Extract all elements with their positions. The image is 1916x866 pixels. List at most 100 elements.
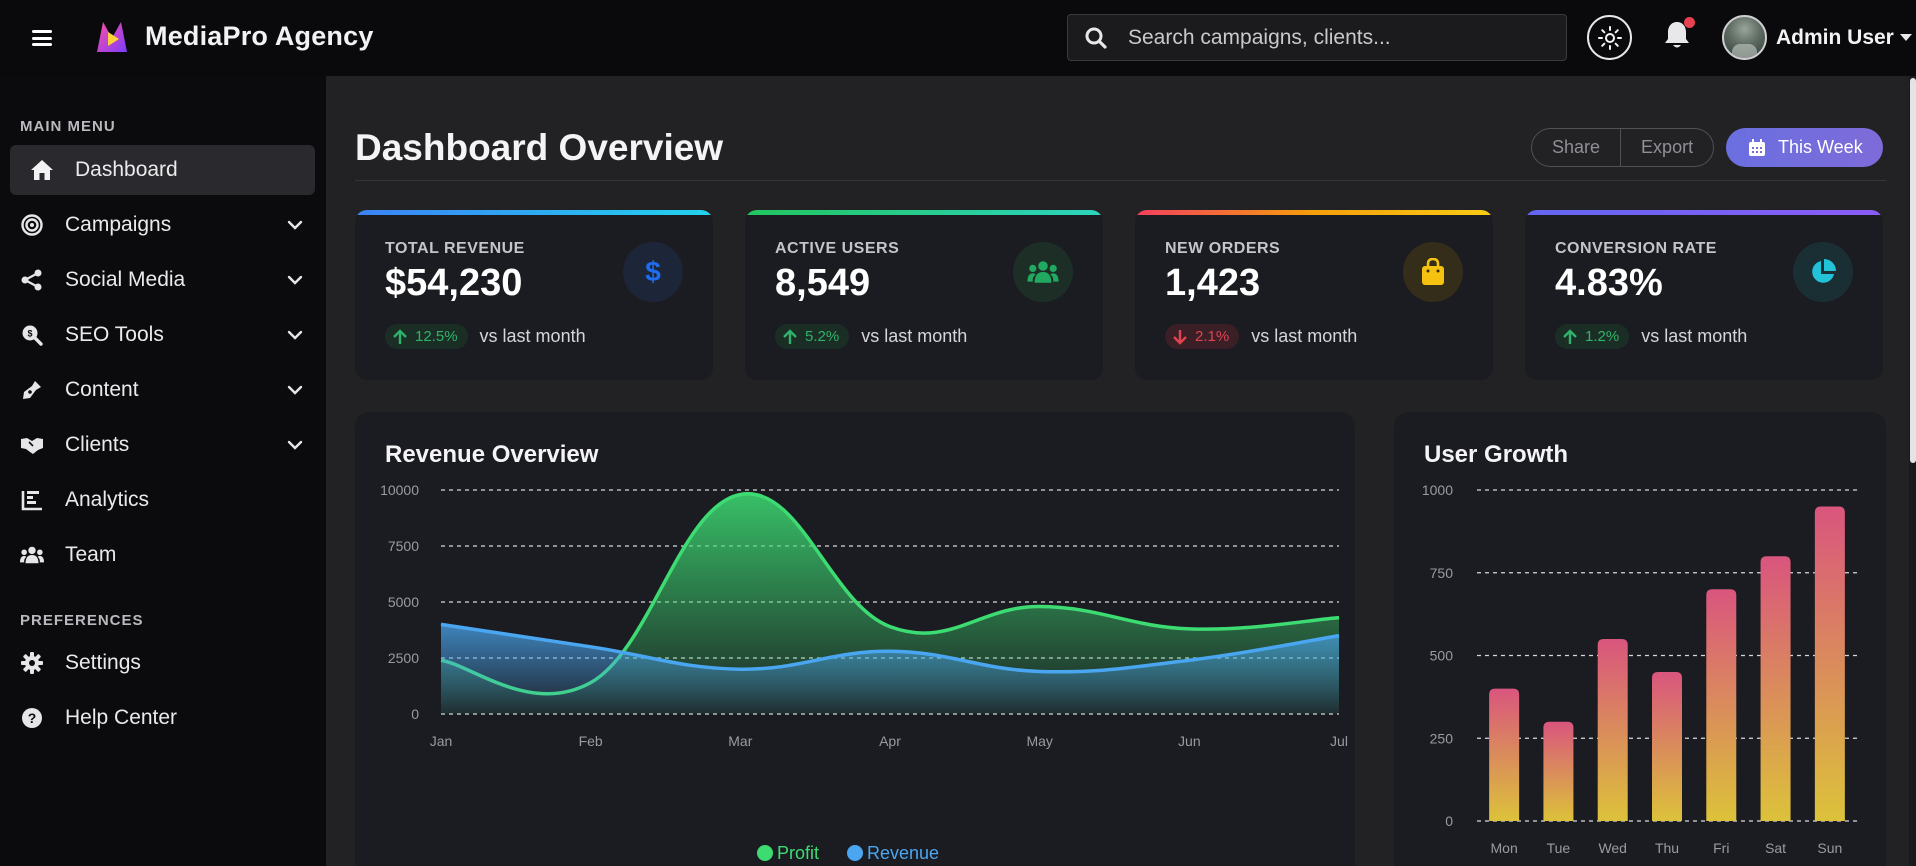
question-circle-icon: ? <box>20 707 44 729</box>
top-bar: MediaPro Agency Admin <box>0 0 1916 76</box>
trend-badge: 5.2% <box>775 324 850 349</box>
trend-compare: vs last month <box>861 326 968 346</box>
sidebar-item-dashboard[interactable]: Dashboard <box>10 145 315 195</box>
x-tick-label: Sun <box>1817 840 1842 856</box>
chevron-down-icon[interactable] <box>287 217 303 233</box>
search-dollar-icon: $ <box>20 324 44 346</box>
panel-title: User Growth <box>1424 441 1569 468</box>
trend-badge: 12.5% <box>385 324 468 349</box>
y-tick-label: 750 <box>1430 565 1454 581</box>
brand-name[interactable]: MediaPro Agency <box>145 21 374 51</box>
calendar-icon <box>1749 138 1765 156</box>
brand-logo[interactable] <box>95 20 129 54</box>
chevron-down-icon[interactable] <box>287 382 303 398</box>
user-menu[interactable]: Admin User <box>1722 15 1912 60</box>
period-label[interactable]: This Week <box>1778 137 1863 157</box>
scrollbar[interactable] <box>1909 76 1916 866</box>
chevron-down-icon[interactable] <box>287 327 303 343</box>
search-icon[interactable] <box>1068 14 1124 61</box>
stat-card-conversion: CONVERSION RATE 4.83% 1.2% vs last month <box>1525 210 1883 380</box>
trend-badge: 1.2% <box>1555 324 1630 349</box>
legend-marker <box>757 845 773 861</box>
bar <box>1706 589 1737 821</box>
sidebar-item-label: Team <box>65 543 117 566</box>
svg-text:$: $ <box>27 329 32 339</box>
x-tick-label: Fri <box>1713 840 1729 856</box>
stat-trend: 5.2% vs last month <box>775 324 967 349</box>
sidebar-item-social-media[interactable]: Social Media <box>10 255 315 305</box>
legend-label: Profit <box>777 843 819 863</box>
action-button-group: Share Export <box>1531 128 1715 167</box>
share-icon <box>20 269 44 291</box>
x-tick-label: Thu <box>1655 840 1679 856</box>
legend-label: Revenue <box>867 843 939 863</box>
sidebar-item-help-center[interactable]: ? Help Center <box>10 693 315 743</box>
arrow-up-icon <box>1563 328 1577 344</box>
trend-value: 2.1% <box>1195 328 1230 345</box>
series-area-revenue <box>441 624 1339 714</box>
bar <box>1814 506 1845 821</box>
arrow-up-icon <box>393 328 407 344</box>
y-tick-label: 10000 <box>380 482 419 498</box>
pen-nib-icon <box>20 379 44 401</box>
user-name[interactable]: Admin User <box>1776 25 1894 49</box>
sidebar-item-analytics[interactable]: Analytics <box>10 475 315 525</box>
stat-trend: 2.1% vs last month <box>1165 324 1357 349</box>
trend-compare: vs last month <box>1251 326 1358 346</box>
arrow-up-icon <box>783 328 797 344</box>
sidebar-item-label: Analytics <box>65 488 150 511</box>
bar <box>1543 721 1574 821</box>
avatar[interactable] <box>1722 15 1767 60</box>
theme-toggle-button[interactable] <box>1587 15 1632 60</box>
sidebar-item-campaigns[interactable]: Campaigns <box>10 200 315 250</box>
export-button[interactable]: Export <box>1620 129 1713 166</box>
x-tick-label: Jan <box>430 733 453 749</box>
x-tick-label: Feb <box>579 733 603 749</box>
sun-icon <box>1597 25 1622 50</box>
chevron-down-icon[interactable] <box>287 437 303 453</box>
users-icon <box>1013 242 1073 302</box>
x-tick-label: Jun <box>1178 733 1201 749</box>
bullseye-icon <box>20 214 44 236</box>
caret-down-icon[interactable] <box>1899 34 1912 41</box>
stat-value: 1,423 <box>1165 262 1261 304</box>
user-growth-panel: User Growth 0 250 500 750 1000 Mon Tue Wed Thu Fr… <box>1394 412 1886 866</box>
sidebar-section-preferences: PREFERENCES <box>20 612 144 629</box>
gear-icon <box>20 652 44 674</box>
share-button[interactable]: Share <box>1552 137 1601 157</box>
arrow-down-icon <box>1173 329 1187 345</box>
period-select-button[interactable]: This Week <box>1726 128 1883 167</box>
search-input[interactable] <box>1128 25 1548 50</box>
series-line-revenue <box>440 622 1340 674</box>
card-accent-bar <box>1135 210 1493 215</box>
sidebar-item-team[interactable]: Team <box>10 530 315 580</box>
search-box[interactable] <box>1067 14 1567 61</box>
sidebar-item-clients[interactable]: Clients <box>10 420 315 470</box>
trend-compare: vs last month <box>1641 326 1748 346</box>
dollar-icon: $ <box>623 242 683 302</box>
stat-label: ACTIVE USERS <box>775 240 900 257</box>
handshake-icon <box>20 434 44 456</box>
sidebar-item-label: Campaigns <box>65 213 172 236</box>
sidebar: MAIN MENU Dashboard Campaigns Social Med… <box>0 76 326 866</box>
sidebar-item-content[interactable]: Content <box>10 365 315 415</box>
menu-toggle-icon[interactable] <box>32 27 52 49</box>
series-area-profit <box>441 493 1339 714</box>
sidebar-item-label: Help Center <box>65 706 178 729</box>
trend-badge: 2.1% <box>1165 324 1240 349</box>
chevron-down-icon[interactable] <box>287 272 303 288</box>
scrollbar-thumb[interactable] <box>1910 78 1916 463</box>
legend-marker <box>847 845 863 861</box>
stat-label: TOTAL REVENUE <box>385 240 525 257</box>
bar <box>1652 672 1682 821</box>
sidebar-item-seo-tools[interactable]: $ SEO Tools <box>10 310 315 360</box>
trend-compare: vs last month <box>479 326 586 346</box>
y-tick-label: 2500 <box>388 650 419 666</box>
sidebar-item-settings[interactable]: Settings <box>10 638 315 688</box>
trend-value: 5.2% <box>805 328 840 345</box>
x-tick-label: Mar <box>728 733 752 749</box>
bar <box>1760 556 1791 821</box>
notifications-button[interactable] <box>1663 17 1695 52</box>
stat-card-orders: NEW ORDERS 1,423 2.1% vs last month <box>1135 210 1493 380</box>
stat-value: 8,549 <box>775 262 871 304</box>
